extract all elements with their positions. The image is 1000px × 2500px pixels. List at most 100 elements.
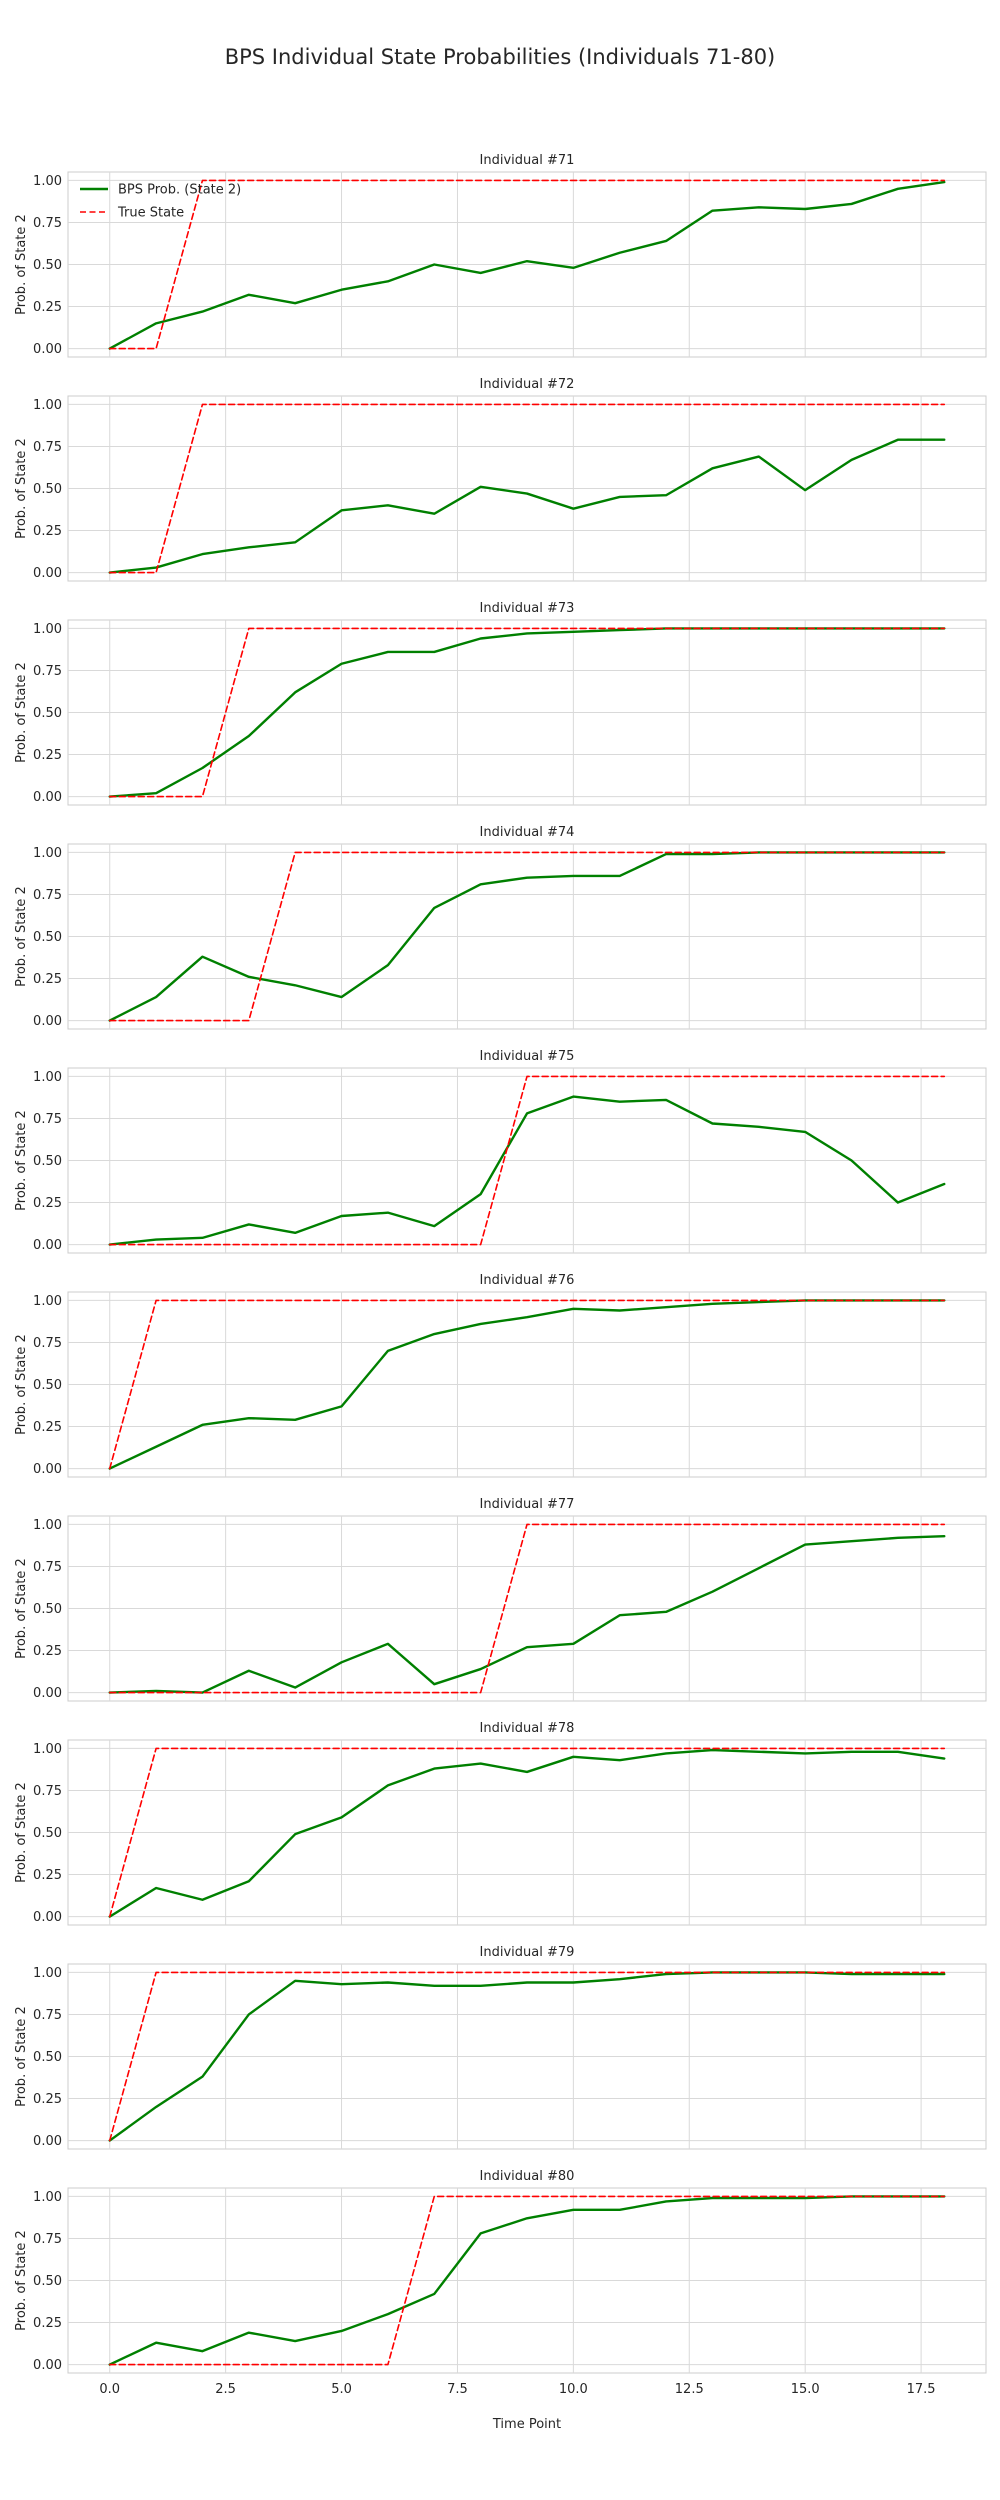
subplot-title: Individual #80 bbox=[480, 2169, 575, 2184]
subplots: Individual #71 0.00 0.25 0.50 0.75 1.00 Prob. … bbox=[14, 153, 987, 2397]
y-tick-label: 0.25 bbox=[33, 1196, 62, 1211]
y-tick-label: 0.25 bbox=[33, 972, 62, 987]
y-tick-label: 1.00 bbox=[33, 1518, 62, 1533]
y-tick-label: 0.50 bbox=[33, 2050, 62, 2065]
x-tick-label: 10.0 bbox=[559, 2382, 588, 2397]
x-tick-label: 15.0 bbox=[791, 2382, 820, 2397]
y-tick-label: 0.50 bbox=[33, 1378, 62, 1393]
figure-title: BPS Individual State Probabilities (Indi… bbox=[225, 45, 776, 69]
y-tick-label: 0.75 bbox=[33, 216, 62, 231]
subplot-title: Individual #73 bbox=[480, 601, 575, 616]
bps-prob-line bbox=[108, 438, 946, 574]
true-state-line bbox=[108, 403, 946, 574]
y-tick-label: 0.50 bbox=[33, 482, 62, 497]
y-tick-label: 0.00 bbox=[33, 1462, 62, 1477]
y-tick-label: 0.75 bbox=[33, 1112, 62, 1127]
y-tick-label: 1.00 bbox=[33, 2190, 62, 2205]
y-tick-label: 0.00 bbox=[33, 790, 62, 805]
y-tick-label: 0.25 bbox=[33, 1644, 62, 1659]
y-axis-label: Prob. of State 2 bbox=[14, 438, 29, 539]
y-tick-label: 1.00 bbox=[33, 174, 62, 189]
subplot-title: Individual #74 bbox=[480, 825, 575, 840]
y-axis-label: Prob. of State 2 bbox=[14, 1110, 29, 1211]
x-tick-label: 12.5 bbox=[675, 2382, 704, 2397]
subplot-1: Individual #71 0.00 0.25 0.50 0.75 1.00 Prob. … bbox=[14, 153, 987, 358]
legend-label-bps: BPS Prob. (State 2) bbox=[118, 183, 241, 198]
y-tick-label: 0.00 bbox=[33, 342, 62, 357]
y-tick-label: 0.75 bbox=[33, 2008, 62, 2023]
y-tick-label: 0.75 bbox=[33, 664, 62, 679]
y-tick-label: 0.25 bbox=[33, 2092, 62, 2107]
y-tick-label: 0.00 bbox=[33, 1686, 62, 1701]
subplot-4: Individual #74 0.00 0.25 0.50 0.75 1.00 Prob. … bbox=[14, 825, 987, 1030]
y-tick-label: 0.50 bbox=[33, 930, 62, 945]
true-state-line bbox=[108, 1075, 946, 1246]
y-tick-label: 0.50 bbox=[33, 2274, 62, 2289]
y-tick-label: 0.50 bbox=[33, 1154, 62, 1169]
y-axis-label: Prob. of State 2 bbox=[14, 886, 29, 987]
true-state-line bbox=[108, 1299, 946, 1470]
y-tick-label: 1.00 bbox=[33, 622, 62, 637]
subplot-10: Individual #80 0.0 2.5 5.0 7.5 10.0 12.5 15.0 17… bbox=[14, 2169, 987, 2397]
y-tick-label: 0.50 bbox=[33, 706, 62, 721]
subplot-6: Individual #76 0.00 0.25 0.50 0.75 1.00 Prob. … bbox=[14, 1273, 987, 1478]
subplot-8: Individual #78 0.00 0.25 0.50 0.75 1.00 Prob. … bbox=[14, 1721, 987, 1926]
y-axis-label: Prob. of State 2 bbox=[14, 214, 29, 315]
true-state-line bbox=[108, 851, 946, 1022]
true-state-line bbox=[108, 1971, 946, 2142]
x-tick-label: 5.0 bbox=[331, 2382, 352, 2397]
subplot-title: Individual #77 bbox=[480, 1497, 575, 1512]
x-axis-label: Time Point bbox=[492, 2417, 561, 2432]
y-tick-label: 0.75 bbox=[33, 888, 62, 903]
y-tick-label: 0.50 bbox=[33, 1602, 62, 1617]
subplot-5: Individual #75 0.00 0.25 0.50 0.75 1.00 Prob. … bbox=[14, 1049, 987, 1254]
y-tick-label: 1.00 bbox=[33, 1966, 62, 1981]
y-tick-label: 0.75 bbox=[33, 440, 62, 455]
x-tick-label: 2.5 bbox=[215, 2382, 236, 2397]
y-tick-label: 0.25 bbox=[33, 1868, 62, 1883]
y-tick-label: 0.25 bbox=[33, 2316, 62, 2331]
y-tick-label: 1.00 bbox=[33, 846, 62, 861]
subplot-title: Individual #79 bbox=[480, 1945, 575, 1960]
subplot-title: Individual #71 bbox=[480, 153, 575, 168]
bps-prob-line bbox=[108, 1095, 946, 1246]
y-axis-label: Prob. of State 2 bbox=[14, 662, 29, 763]
y-axis-label: Prob. of State 2 bbox=[14, 1558, 29, 1659]
y-tick-label: 0.50 bbox=[33, 1826, 62, 1841]
x-tick-label: 0.0 bbox=[99, 2382, 120, 2397]
true-state-line bbox=[108, 2195, 946, 2366]
y-tick-label: 0.75 bbox=[33, 1784, 62, 1799]
legend-label-true: True State bbox=[117, 206, 184, 221]
true-state-line bbox=[108, 627, 946, 798]
subplot-9: Individual #79 0.00 0.25 0.50 0.75 1.00 Prob. … bbox=[14, 1945, 987, 2150]
true-state-line bbox=[108, 1747, 946, 1918]
x-tick-label: 7.5 bbox=[447, 2382, 468, 2397]
y-tick-label: 0.25 bbox=[33, 300, 62, 315]
bps-prob-line bbox=[108, 2195, 946, 2366]
y-tick-label: 0.00 bbox=[33, 566, 62, 581]
y-tick-label: 1.00 bbox=[33, 1294, 62, 1309]
bps-prob-line bbox=[108, 180, 946, 350]
subplot-title: Individual #76 bbox=[480, 1273, 575, 1288]
true-state-line bbox=[108, 179, 946, 350]
y-axis-label: Prob. of State 2 bbox=[14, 1782, 29, 1883]
subplot-2: Individual #72 0.00 0.25 0.50 0.75 1.00 Prob. … bbox=[14, 377, 987, 582]
y-tick-label: 0.25 bbox=[33, 524, 62, 539]
y-tick-label: 0.00 bbox=[33, 2358, 62, 2373]
bps-prob-line bbox=[108, 1534, 946, 1694]
y-tick-label: 0.25 bbox=[33, 748, 62, 763]
subplot-3: Individual #73 0.00 0.25 0.50 0.75 1.00 Prob. … bbox=[14, 601, 987, 806]
y-tick-label: 1.00 bbox=[33, 1742, 62, 1757]
subplot-title: Individual #75 bbox=[480, 1049, 575, 1064]
y-tick-label: 0.00 bbox=[33, 2134, 62, 2149]
y-tick-label: 0.00 bbox=[33, 1910, 62, 1925]
y-tick-label: 0.25 bbox=[33, 1420, 62, 1435]
subplot-title: Individual #72 bbox=[480, 377, 575, 392]
y-tick-label: 0.50 bbox=[33, 258, 62, 273]
y-tick-label: 0.00 bbox=[33, 1014, 62, 1029]
subplot-title: Individual #78 bbox=[480, 1721, 575, 1736]
y-tick-label: 0.75 bbox=[33, 2232, 62, 2247]
y-axis-label: Prob. of State 2 bbox=[14, 2006, 29, 2107]
y-tick-label: 0.00 bbox=[33, 1238, 62, 1253]
